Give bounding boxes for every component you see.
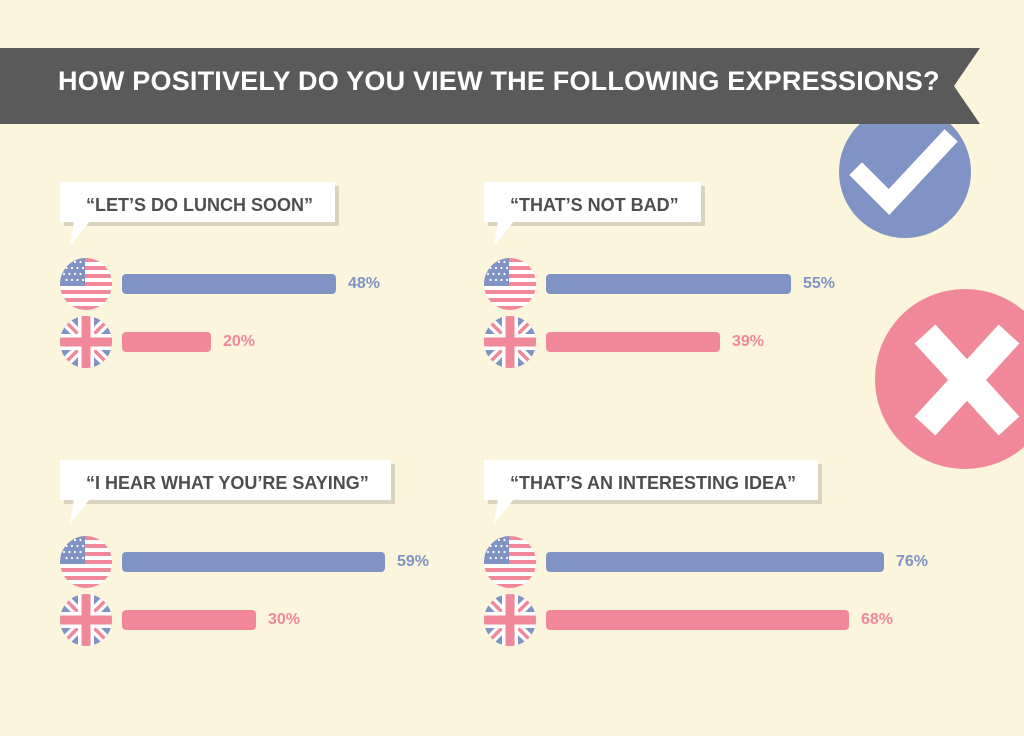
uk-flag	[60, 594, 112, 651]
us-flag-icon	[484, 536, 536, 588]
uk-bar	[122, 610, 256, 630]
expression-label: “THAT’S NOT BAD”	[510, 195, 679, 215]
us-flag	[60, 258, 112, 315]
us-bar	[546, 274, 791, 294]
speech-bubble	[60, 460, 395, 524]
us-row: 48%	[60, 258, 480, 312]
us-value-label: 59%	[397, 553, 430, 570]
uk-flag-icon	[484, 316, 536, 368]
expression-panel: “THAT’S NOT BAD” 55% 39%	[484, 182, 904, 382]
us-value-label: 48%	[348, 275, 381, 292]
us-row: 55%	[484, 258, 904, 312]
speech-bubble	[484, 182, 705, 246]
us-bar	[122, 274, 336, 294]
us-row: 59%	[60, 536, 480, 590]
uk-bar	[546, 610, 849, 630]
us-flag-icon	[60, 536, 112, 588]
title-banner	[0, 48, 980, 124]
check-icon	[849, 129, 958, 215]
uk-value-label: 20%	[223, 333, 256, 350]
us-flag	[484, 536, 536, 593]
us-flag	[484, 258, 536, 315]
expression-panel: “I HEAR WHAT YOU’RE SAYING” 59% 30%	[60, 460, 480, 660]
uk-flag-icon	[60, 316, 112, 368]
uk-value-label: 30%	[268, 611, 301, 628]
us-flag-icon	[60, 258, 112, 310]
us-value-label: 55%	[803, 275, 836, 292]
uk-row: 39%	[484, 316, 904, 370]
uk-flag	[60, 316, 112, 373]
uk-flag-icon	[60, 594, 112, 646]
us-flag	[60, 536, 112, 593]
expression-label: “LET’S DO LUNCH SOON”	[86, 195, 314, 215]
speech-bubble	[60, 182, 339, 246]
expression-label: “THAT’S AN INTERESTING IDEA”	[510, 473, 797, 493]
expression-panel: “THAT’S AN INTERESTING IDEA” 76% 68%	[484, 460, 928, 660]
us-bar	[122, 552, 385, 572]
us-row: 76%	[484, 536, 928, 593]
uk-flag	[484, 316, 536, 373]
uk-flag-icon	[484, 594, 536, 646]
uk-flag	[484, 594, 536, 651]
uk-row: 20%	[60, 316, 480, 370]
uk-bar	[546, 332, 720, 352]
speech-bubble	[484, 460, 822, 524]
expression-panel: “LET’S DO LUNCH SOON” 48% 20%	[60, 182, 480, 382]
uk-value-label: 68%	[861, 611, 894, 628]
cross-icon	[914, 324, 1020, 436]
chart-title: HOW POSITIVELY DO YOU VIEW THE FOLLOWING…	[58, 66, 940, 96]
us-bar	[546, 552, 884, 572]
expression-label: “I HEAR WHAT YOU’RE SAYING”	[86, 473, 369, 493]
uk-row: 30%	[60, 594, 480, 648]
uk-bar	[122, 332, 211, 352]
uk-row: 68%	[484, 594, 904, 648]
us-flag-icon	[484, 258, 536, 310]
us-value-label: 76%	[896, 553, 929, 570]
uk-value-label: 39%	[732, 333, 765, 350]
